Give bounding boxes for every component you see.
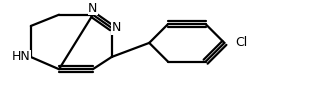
Text: N: N [88,2,98,15]
Text: HN: HN [12,51,31,63]
Text: N: N [112,21,121,34]
Text: Cl: Cl [236,36,248,49]
